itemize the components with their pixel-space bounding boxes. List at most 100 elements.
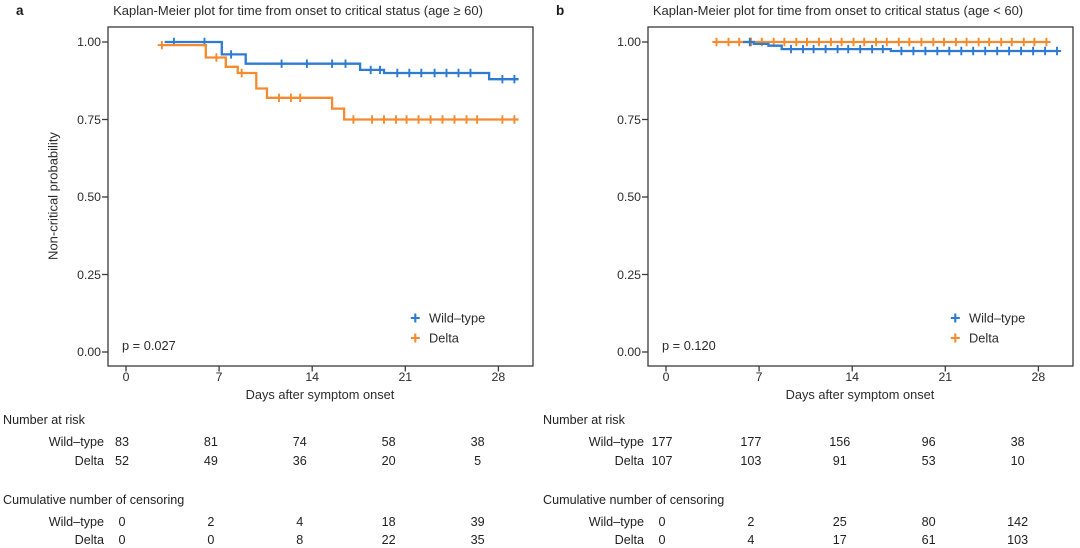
cumulative-censoring-value: 80 xyxy=(921,515,936,529)
p-value: p = 0.027 xyxy=(122,338,176,353)
cumulative-censoring-value: 35 xyxy=(470,533,485,547)
x-tick: 14 xyxy=(845,370,859,384)
cumulative-censoring-value: 4 xyxy=(747,533,755,547)
number-at-risk-value: 10 xyxy=(1010,454,1025,468)
cumulative-censoring-value: 142 xyxy=(1007,515,1029,529)
p-value: p = 0.120 xyxy=(662,338,716,353)
censor-marks xyxy=(745,37,1062,56)
number-at-risk-value: 58 xyxy=(381,435,396,449)
cumulative-censoring-value: 0 xyxy=(207,533,215,547)
x-tick: 21 xyxy=(938,370,952,384)
panel-a-title: Kaplan-Meier plot for time from onset to… xyxy=(113,3,483,18)
cumulative-censoring-value: 39 xyxy=(470,515,485,529)
legend-plus-icon xyxy=(950,313,960,323)
number-at-risk-header: Number at risk xyxy=(543,413,625,427)
y-tick: 0.75 xyxy=(617,113,641,127)
panel-b-title: Kaplan-Meier plot for time from onset to… xyxy=(652,3,1024,18)
x-tick: 0 xyxy=(663,370,670,384)
x-tick: 0 xyxy=(123,370,130,384)
cumulative-censoring-value: 2 xyxy=(747,515,755,529)
number-at-risk-value: 83 xyxy=(114,435,129,449)
cumulative-censoring-value: 0 xyxy=(658,515,666,529)
km-curve-delta xyxy=(161,43,519,121)
cumulative-censoring-header: Cumulative number of censoring xyxy=(3,493,185,507)
number-at-risk-value: 38 xyxy=(1010,435,1025,449)
legend: Wild–type Delta xyxy=(410,311,485,346)
number-at-risk-value: 74 xyxy=(292,435,307,449)
cumulative-censoring-row-label: Wild–type xyxy=(48,515,104,529)
number-at-risk-row-label: Delta xyxy=(74,454,104,468)
number-at-risk-value: 156 xyxy=(829,435,851,449)
cumulative-censoring-value: 0 xyxy=(118,533,126,547)
survival-curves xyxy=(712,37,1062,56)
number-at-risk-row-label: Wild–type xyxy=(48,435,104,449)
cumulative-censoring-value: 4 xyxy=(296,515,304,529)
legend: Wild–type Delta xyxy=(950,311,1025,346)
cumulative-censoring-value: 61 xyxy=(921,533,936,547)
legend-plus-icon xyxy=(410,333,420,343)
number-at-risk-value: 177 xyxy=(740,435,762,449)
y-tick: 1.00 xyxy=(77,35,101,49)
number-at-risk-value: 107 xyxy=(651,454,673,468)
panel-b-label: b xyxy=(556,3,565,18)
x-tick-labels: 0 7 14 21 28 xyxy=(663,370,1046,384)
legend-label: Wild–type xyxy=(429,311,485,326)
x-tick: 14 xyxy=(305,370,319,384)
number-at-risk-value: 5 xyxy=(474,454,482,468)
y-tick-labels: 1.00 0.75 0.50 0.25 0.00 xyxy=(77,35,101,359)
legend-label: Delta xyxy=(429,331,460,346)
cumulative-censoring-row-label: Delta xyxy=(614,533,644,547)
number-at-risk-header: Number at risk xyxy=(3,413,85,427)
x-tick: 28 xyxy=(1032,370,1046,384)
x-tick: 7 xyxy=(756,370,763,384)
cumulative-censoring-value: 22 xyxy=(381,533,396,547)
axis-tick-marks xyxy=(642,41,1040,372)
x-tick: 7 xyxy=(216,370,223,384)
legend-plus-icon xyxy=(410,313,420,323)
x-tick: 21 xyxy=(398,370,412,384)
legend-label: Delta xyxy=(969,331,1000,346)
y-tick: 0.25 xyxy=(77,268,101,282)
panel-a-label: a xyxy=(16,3,24,18)
y-tick-labels: 1.00 0.75 0.50 0.25 0.00 xyxy=(617,35,641,359)
y-tick: 0.50 xyxy=(77,190,101,204)
censor-marks xyxy=(169,37,519,84)
survival-curves xyxy=(157,37,519,124)
censor-marks xyxy=(157,40,519,124)
number-at-risk-row-label: Wild–type xyxy=(588,435,644,449)
number-at-risk-value: 103 xyxy=(740,454,762,468)
number-at-risk-value: 53 xyxy=(921,454,936,468)
cumulative-censoring-row-label: Delta xyxy=(74,533,104,547)
number-at-risk-value: 96 xyxy=(921,435,936,449)
number-at-risk-value: 177 xyxy=(651,435,673,449)
km-plot-panel-b: 1.00 0.75 0.50 0.25 0.00 0 7 14 21 28 Da… xyxy=(617,26,1074,402)
y-tick: 1.00 xyxy=(617,35,641,49)
number-at-risk-value: 36 xyxy=(292,454,307,468)
number-at-risk-value: 38 xyxy=(470,435,485,449)
cumulative-censoring-value: 0 xyxy=(658,533,666,547)
cumulative-censoring-value: 17 xyxy=(832,533,847,547)
cumulative-censoring-value: 0 xyxy=(118,515,126,529)
x-tick-labels: 0 7 14 21 28 xyxy=(123,370,506,384)
x-tick: 28 xyxy=(492,370,506,384)
cumulative-censoring-value: 18 xyxy=(381,515,396,529)
km-curve-wild-type xyxy=(164,40,519,81)
y-tick: 0.00 xyxy=(77,345,101,359)
cumulative-censoring-value: 25 xyxy=(832,515,847,529)
cumulative-censoring-value: 8 xyxy=(296,533,304,547)
y-tick: 0.25 xyxy=(617,268,641,282)
number-at-risk-value: 49 xyxy=(203,454,218,468)
y-tick: 0.50 xyxy=(617,190,641,204)
cumulative-censoring-value: 2 xyxy=(207,515,215,529)
y-tick: 0.75 xyxy=(77,113,101,127)
legend-label: Wild–type xyxy=(969,311,1025,326)
cumulative-censoring-value: 103 xyxy=(1007,533,1029,547)
y-tick: 0.00 xyxy=(617,345,641,359)
number-at-risk-value: 52 xyxy=(114,454,129,468)
cumulative-censoring-header: Cumulative number of censoring xyxy=(543,493,725,507)
legend-plus-icon xyxy=(950,333,960,343)
number-at-risk-value: 91 xyxy=(832,454,847,468)
axis-tick-marks xyxy=(102,41,500,372)
number-at-risk-value: 20 xyxy=(381,454,396,468)
